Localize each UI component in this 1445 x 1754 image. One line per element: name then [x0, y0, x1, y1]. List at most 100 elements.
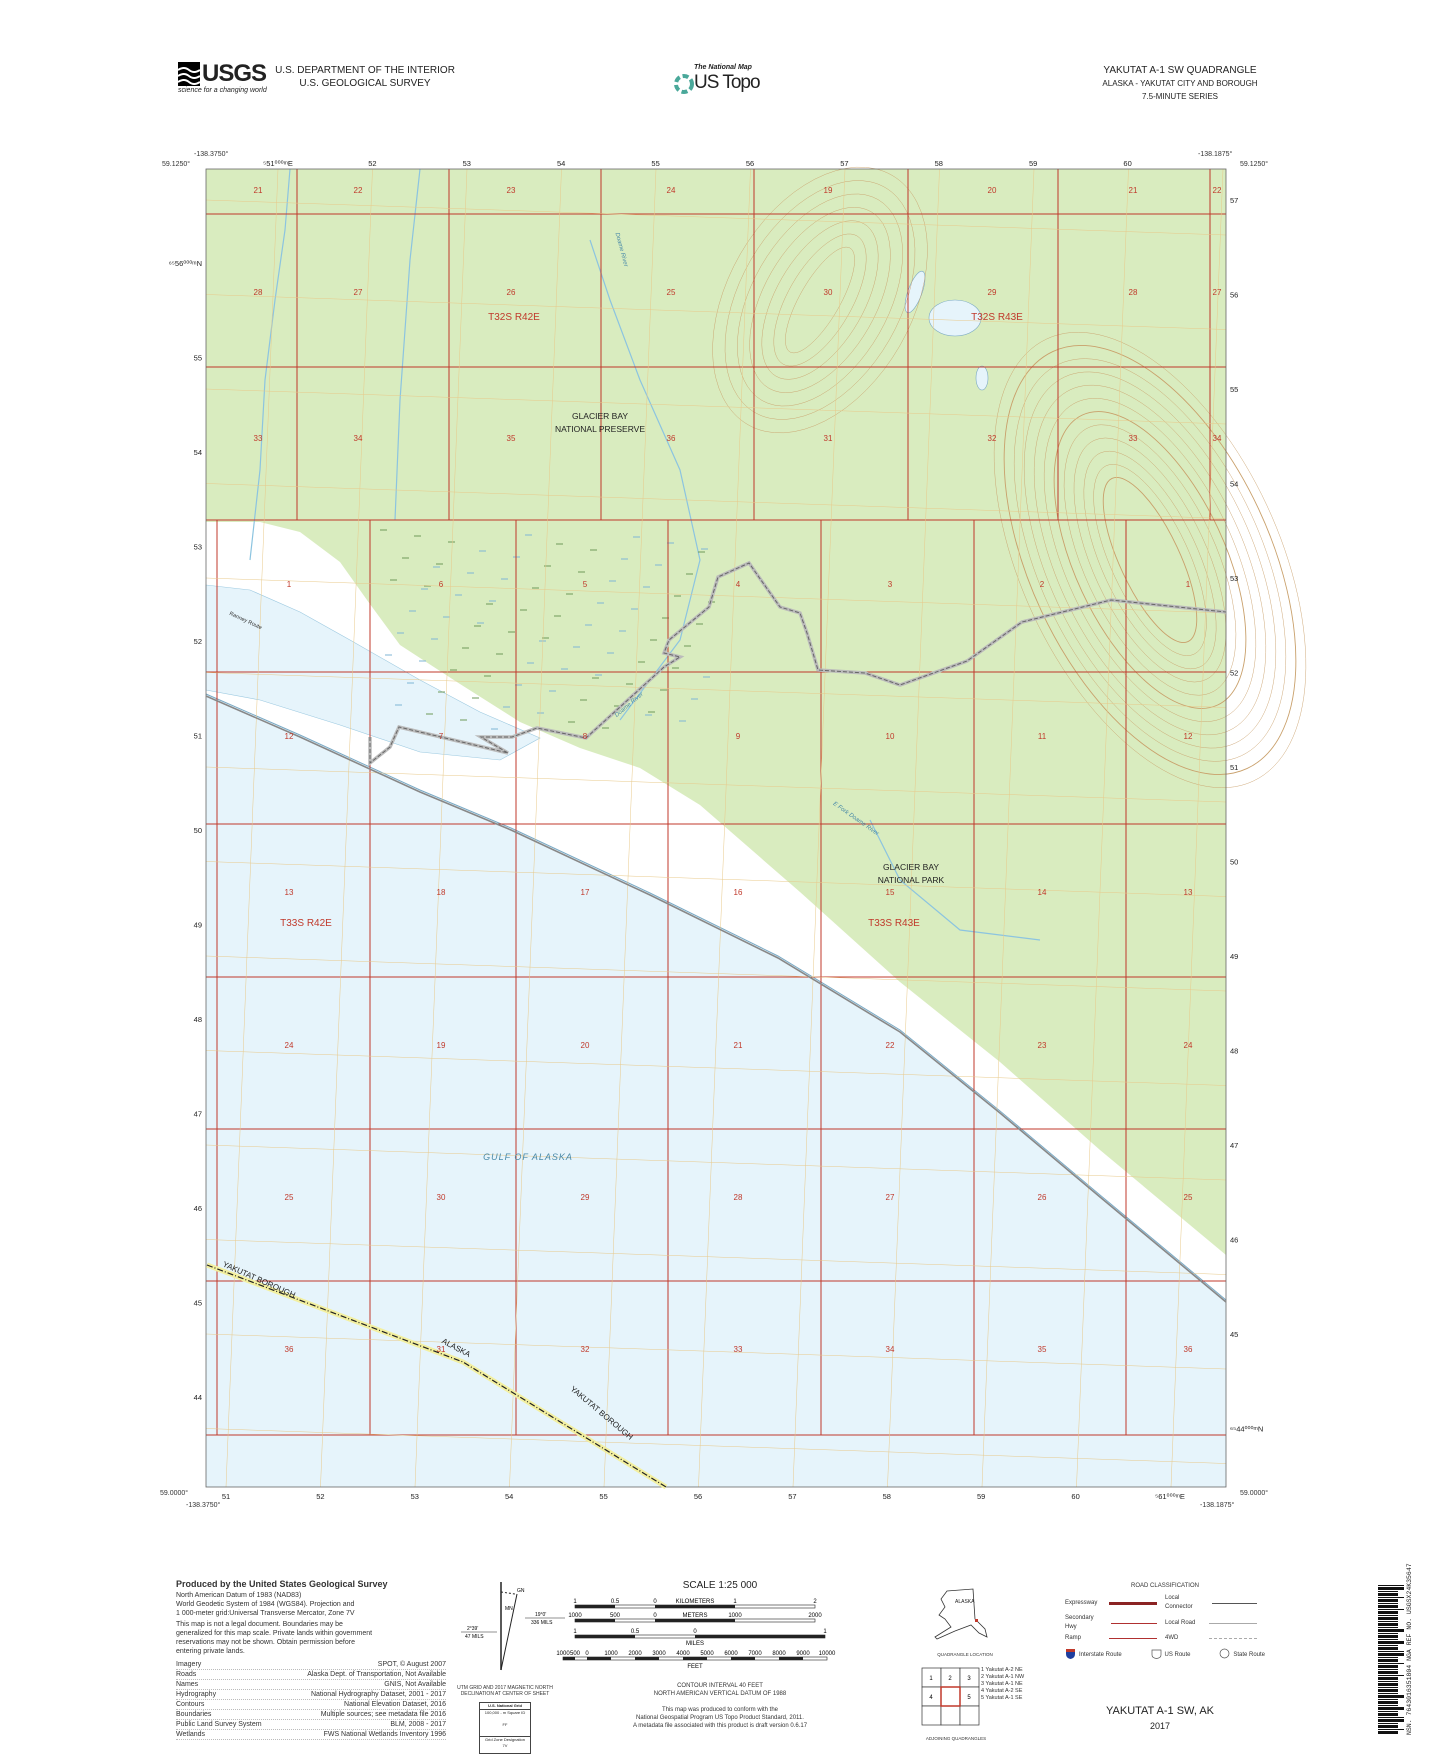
- section-number: 22: [1213, 186, 1222, 195]
- legal-line: reservations may not be shown. Obtain pe…: [176, 1639, 355, 1646]
- barcode-bar: [1378, 1659, 1398, 1662]
- barcode-bar: [1378, 1723, 1398, 1724]
- section-number: 23: [1038, 1041, 1047, 1050]
- barcode: NSN. 7643016351804 NGA REF NO. USGSX24K3…: [1378, 1563, 1426, 1735]
- utm-grid-line: [205, 577, 1227, 614]
- corner-tr-lat: 59.1250°: [1240, 161, 1269, 168]
- section-number: 25: [1184, 1193, 1193, 1202]
- easting-label: 57: [788, 1492, 796, 1501]
- scale-tick: 0: [653, 1613, 657, 1619]
- easting-label: ⁵51⁰⁰⁰ᵐE: [263, 159, 293, 168]
- barcode-bar: [1378, 1627, 1398, 1628]
- barcode-bar: [1378, 1701, 1398, 1704]
- easting-label: 59: [1029, 159, 1037, 168]
- gn-label: GN: [517, 1588, 525, 1594]
- adjoining-name: 3 Yakutat A-1 NE: [981, 1681, 1023, 1687]
- adjoining-name: 5 Yakutat A-1 SE: [981, 1695, 1023, 1701]
- adjoining-cell: [940, 1686, 961, 1707]
- easting-label: 52: [368, 159, 376, 168]
- barcode-bar: [1378, 1633, 1398, 1634]
- road-symbol: [1109, 1601, 1157, 1605]
- lake: [928, 299, 982, 337]
- utm-grid-line: [320, 168, 373, 1488]
- easting-label: 53: [411, 1492, 419, 1501]
- northing-label: 44: [194, 1393, 202, 1402]
- scale-tick: 2000: [628, 1651, 642, 1657]
- alaska-outline-icon: [934, 1588, 988, 1640]
- scale-tick: 1: [573, 1629, 577, 1635]
- adjoining-number: 3: [967, 1676, 971, 1682]
- scale-unit: MILES: [686, 1641, 704, 1647]
- state-route-shield-icon: [1219, 1648, 1230, 1663]
- barcode-bar: [1378, 1617, 1398, 1620]
- barcode-bar: [1378, 1641, 1404, 1644]
- section-number: 28: [254, 288, 263, 297]
- easting-label: 54: [505, 1492, 513, 1501]
- scale-segment: [779, 1657, 803, 1660]
- scale-segment: [655, 1619, 735, 1622]
- 4wd-road: [369, 562, 1227, 765]
- northing-label: 55: [1230, 385, 1238, 394]
- section-number: 20: [581, 1041, 590, 1050]
- north-arrow-icon: MN GN 2°39' 47 MILS 19°0' 336 MILS: [461, 1582, 565, 1671]
- right-angle: 19°0': [535, 1612, 546, 1618]
- section-number: 4: [736, 580, 741, 589]
- section-number: 14: [1038, 888, 1047, 897]
- northing-label: ⁶⁵44⁰⁰⁰ᵐN: [1230, 1425, 1263, 1434]
- section-number: 24: [285, 1041, 294, 1050]
- section-number: 30: [824, 288, 833, 297]
- lake: [975, 365, 989, 391]
- northing-label: ⁶⁵56⁰⁰⁰ᵐN: [169, 259, 202, 268]
- scale-unit: FEET: [687, 1664, 703, 1670]
- corner-tr-lon: -138.1875°: [1198, 151, 1233, 158]
- gulf-label: GULF OF ALASKA: [483, 1152, 573, 1162]
- barcode-bar: [1378, 1585, 1404, 1586]
- legal-line: generalized for this map scale. Private …: [176, 1630, 373, 1637]
- barcode-bar: [1378, 1611, 1398, 1614]
- scale-tick: 8000: [772, 1651, 786, 1657]
- section-number: 12: [285, 732, 294, 741]
- sheet-title-block: YAKUTAT A-1 SW, AK 2017: [1080, 1705, 1240, 1731]
- adjoining-caption: ADJOINING QUADRANGLES: [925, 1736, 987, 1741]
- contour-line: [993, 332, 1307, 788]
- adjoining-name: 1 Yakutat A-2 NE: [981, 1667, 1023, 1673]
- conform-1: This map was produced to conform with th…: [661, 1707, 779, 1713]
- section-number: 24: [1184, 1041, 1193, 1050]
- barcode-bar: [1378, 1711, 1398, 1712]
- utm-grid-line: [205, 199, 1227, 236]
- barcode-bar: [1378, 1635, 1398, 1638]
- sheet-title: YAKUTAT A-1 SW, AK: [1106, 1705, 1214, 1717]
- vertical-datum: NORTH AMERICAN VERTICAL DATUM OF 1988: [653, 1691, 787, 1697]
- section-number: 22: [354, 186, 363, 195]
- barcode-bar: [1378, 1713, 1398, 1716]
- northing-label: 57: [1230, 196, 1238, 205]
- adjoining-cell: [959, 1705, 980, 1726]
- utm-grid-line: [1170, 168, 1224, 1488]
- scale-tick: 10000: [819, 1651, 836, 1657]
- barcode-bar: [1378, 1689, 1398, 1692]
- contour-line: [1073, 437, 1227, 683]
- section-number: 22: [886, 1041, 895, 1050]
- section-number: 21: [1129, 186, 1138, 195]
- northing-label: 47: [1230, 1141, 1238, 1150]
- section-number: 31: [437, 1345, 446, 1354]
- barcode-bar: [1378, 1717, 1404, 1718]
- section-number: 8: [583, 732, 588, 741]
- scale-unit: KILOMETERS: [676, 1599, 715, 1605]
- northing-label: 48: [1230, 1047, 1238, 1056]
- utm-grid-line: [225, 168, 279, 1488]
- northing-label: 52: [1230, 669, 1238, 678]
- national-map-icon: [674, 74, 694, 94]
- scale-block: SCALE 1:25 000 1 0.5 0 1 2 KILOMETERS 1000 500 0…: [555, 1580, 885, 1730]
- park-label: GLACIER BAY: [883, 862, 939, 872]
- adjoining-cell: [940, 1705, 961, 1726]
- road-symbol: [1109, 1638, 1157, 1639]
- northing-label: 45: [194, 1299, 202, 1308]
- shoreline: [205, 693, 1227, 1301]
- utm-grid-line: [603, 168, 657, 1488]
- section-number: 28: [1129, 288, 1138, 297]
- current-quad: [940, 1686, 961, 1707]
- utm-grid-line: [205, 1428, 1227, 1464]
